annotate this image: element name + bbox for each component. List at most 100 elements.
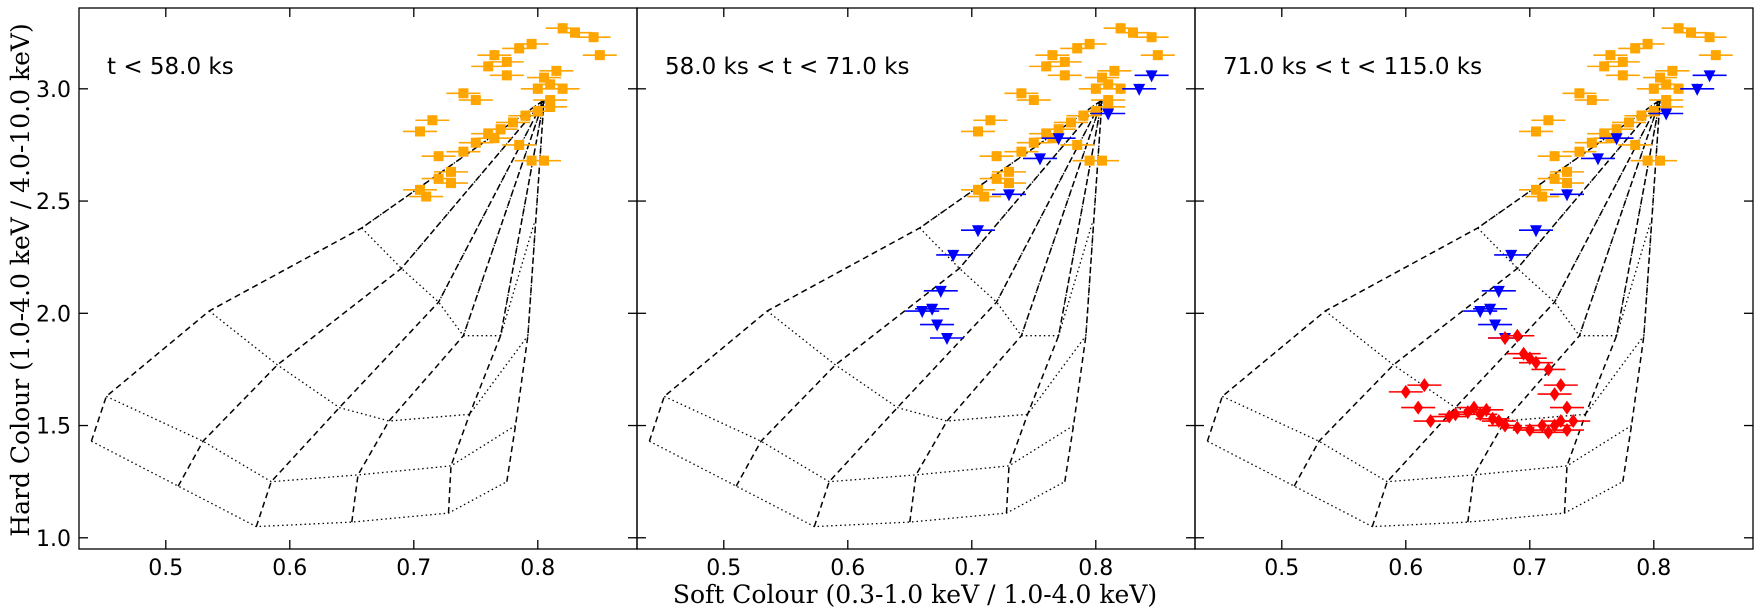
square-marker <box>545 101 556 112</box>
triangle-marker <box>1489 319 1502 332</box>
data-point <box>979 151 1014 162</box>
data-point <box>1537 151 1572 162</box>
triangle-marker <box>916 306 929 319</box>
data-point <box>1085 72 1119 83</box>
grid-dashed-curve <box>351 99 545 523</box>
y-tick-label: 1.0 <box>36 527 71 552</box>
data-point <box>1605 70 1640 81</box>
grid-dotted-curve <box>1477 223 1651 337</box>
grid-dotted-ray <box>400 99 545 269</box>
grid-dashed-curve <box>1064 99 1103 482</box>
data-point <box>458 137 493 148</box>
x-tick-label: 0.5 <box>706 556 741 581</box>
data-point <box>967 191 1002 202</box>
square-marker <box>421 191 432 202</box>
grid-dashed-curve <box>1293 99 1661 487</box>
triangle-marker <box>1592 153 1604 166</box>
data-point <box>1091 108 1126 121</box>
square-marker <box>489 133 500 144</box>
triangle-marker <box>1610 133 1623 146</box>
square-marker <box>495 124 506 135</box>
triangle-marker <box>1474 306 1487 319</box>
diamond-marker <box>1512 328 1523 343</box>
grid-dashed-curve <box>506 99 545 482</box>
square-marker <box>1072 139 1083 150</box>
triangle-marker <box>1145 70 1158 83</box>
data-point <box>446 146 481 157</box>
square-marker <box>1531 184 1541 195</box>
square-marker <box>545 95 556 106</box>
data-point <box>1531 362 1566 377</box>
square-marker <box>1549 173 1560 184</box>
grid-dotted-ray <box>1516 99 1661 269</box>
data-point <box>1035 50 1070 61</box>
square-marker <box>1599 128 1610 139</box>
data-point <box>1469 402 1504 417</box>
data-point <box>403 184 437 195</box>
data-point <box>1531 115 1566 126</box>
square-marker <box>1072 43 1083 54</box>
grid-dashed-curve <box>447 99 545 514</box>
panel-3-label: 71.0 ks < t < 115.0 ks <box>1223 54 1482 80</box>
square-marker <box>1630 43 1641 54</box>
x-tick-label: 0.8 <box>520 556 555 581</box>
data-point <box>1004 88 1039 99</box>
square-marker <box>433 173 444 184</box>
data-point <box>1550 423 1584 438</box>
square-marker <box>1041 61 1052 72</box>
diamond-marker <box>1500 330 1510 345</box>
grid-dotted-curve <box>91 440 508 528</box>
grid-dashed-curve <box>735 99 1103 487</box>
data-point <box>1612 117 1646 128</box>
data-point <box>1587 61 1622 72</box>
data-point <box>1519 184 1553 195</box>
data-point <box>961 126 995 137</box>
y-tick-label: 1.5 <box>36 415 71 440</box>
grid-dotted-curve <box>649 440 1066 528</box>
grid-dashed-curve <box>1005 99 1103 514</box>
data-point <box>1004 146 1039 157</box>
data-point <box>1581 153 1615 166</box>
square-marker <box>1648 83 1659 94</box>
diamond-marker <box>1524 423 1535 438</box>
grid-dotted-curve <box>1324 310 1645 422</box>
triangle-marker <box>1561 189 1573 202</box>
triangle-marker <box>934 285 947 298</box>
square-marker <box>433 151 444 162</box>
data-point <box>1407 378 1442 393</box>
grid-dotted-ray <box>1020 99 1103 336</box>
panel-1-label: t < 58.0 ks <box>107 54 234 80</box>
square-marker <box>1599 61 1610 72</box>
square-marker <box>1586 137 1597 148</box>
data-point <box>1574 137 1609 148</box>
data-point <box>1388 384 1423 399</box>
data-point <box>1140 50 1175 61</box>
square-marker <box>1704 32 1715 43</box>
square-marker <box>1636 110 1647 121</box>
square-marker <box>539 72 549 83</box>
y-tick-label: 3.0 <box>36 78 71 103</box>
data-point <box>930 332 964 345</box>
square-marker <box>1617 56 1628 67</box>
square-marker <box>470 137 481 148</box>
square-marker <box>1004 166 1014 177</box>
data-point <box>1649 95 1684 106</box>
data-point <box>973 115 1008 126</box>
triangle-marker <box>1505 249 1518 262</box>
y-axis-title: Hard Colour (1.0-4.0 keV / 4.0-10.0 keV) <box>6 23 35 536</box>
diamond-marker <box>1543 362 1554 377</box>
square-marker <box>1562 178 1572 189</box>
data-point <box>415 115 450 126</box>
square-marker <box>514 43 525 54</box>
x-tick-label: 0.8 <box>1636 556 1671 581</box>
square-marker <box>508 117 518 128</box>
data-point <box>1047 70 1082 81</box>
square-marker <box>1115 83 1126 94</box>
triangle-marker <box>1691 83 1704 96</box>
x-tick-label: 0.7 <box>954 556 989 581</box>
square-marker <box>415 184 425 195</box>
data-point <box>1692 32 1727 43</box>
diamond-marker <box>1400 384 1411 399</box>
data-point <box>915 303 950 316</box>
data-point <box>1023 153 1057 166</box>
